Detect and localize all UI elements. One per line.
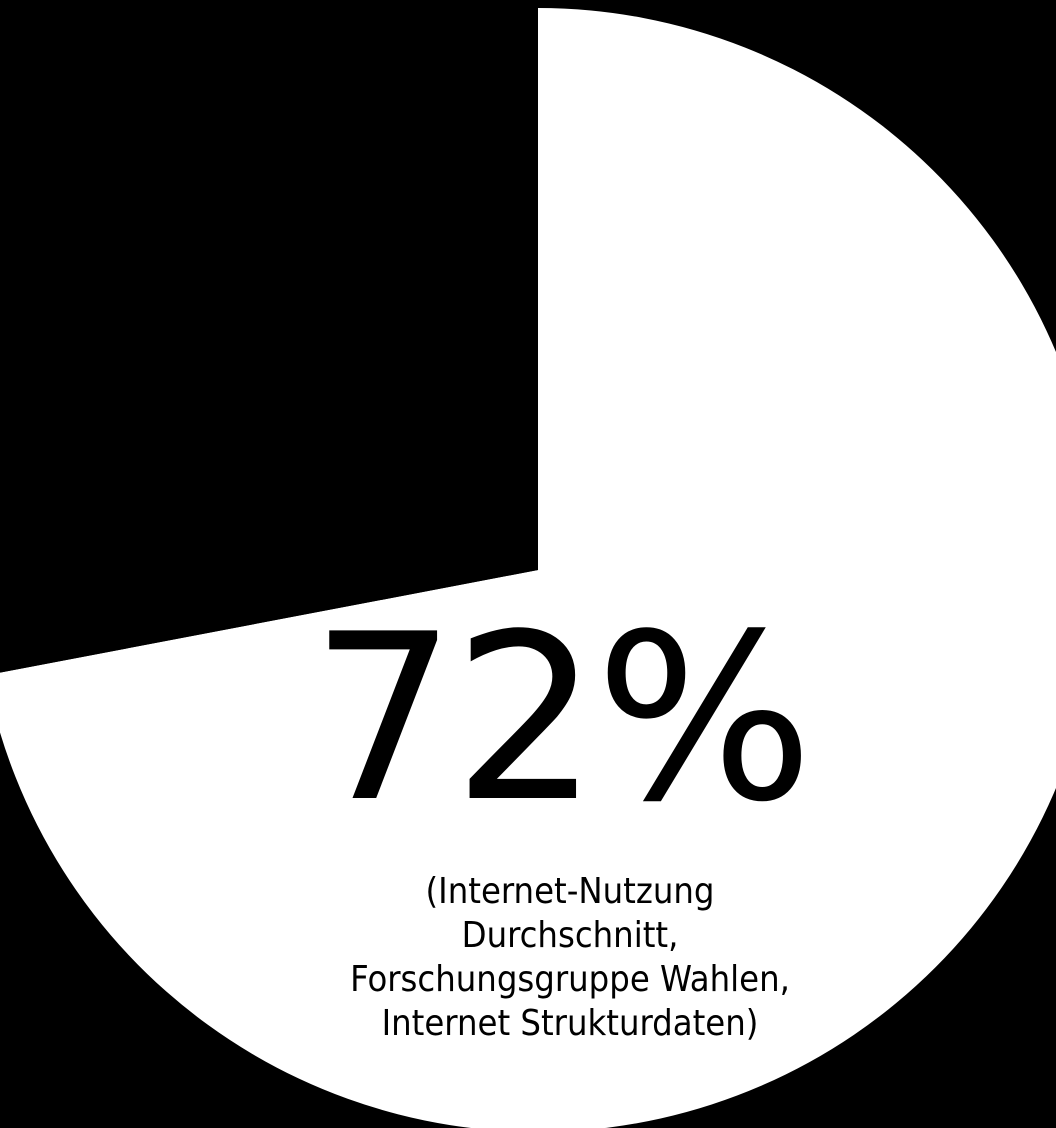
pie-value-label: 72%	[310, 586, 813, 853]
caption-line-2: Durchschnitt,	[461, 915, 679, 956]
caption-line-1: (Internet-Nutzung	[425, 871, 715, 912]
pie-slice-1	[0, 8, 1056, 1128]
pie-caption: (Internet-Nutzung Durchschnitt, Forschun…	[290, 870, 850, 1046]
caption-line-3: Forschungsgruppe Wahlen,	[350, 959, 790, 1000]
pie-slice-2	[0, 8, 538, 673]
caption-line-4: Internet Strukturdaten)	[381, 1003, 759, 1044]
